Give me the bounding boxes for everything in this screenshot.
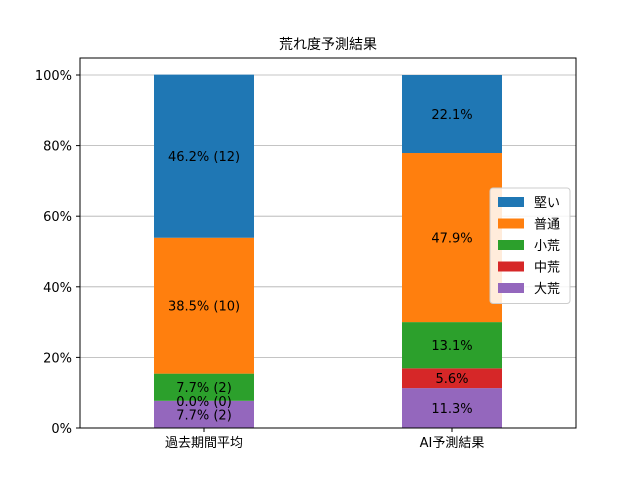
bar-segment xyxy=(402,368,502,389)
legend-swatch xyxy=(498,283,524,293)
bar-segment xyxy=(402,153,502,323)
data-label: 11.3% xyxy=(431,402,472,417)
x-axis: 過去期間平均 AI予測結果 xyxy=(165,428,484,451)
y-tick-label: 100% xyxy=(35,69,72,84)
data-label: 7.7% (2) xyxy=(176,408,232,423)
chart-title: 荒れ度予測結果 xyxy=(279,37,377,53)
bar-segment xyxy=(402,388,502,428)
y-tick-label: 0% xyxy=(51,422,72,437)
x-tick-label: AI予測結果 xyxy=(420,436,485,451)
data-label: 13.1% xyxy=(431,339,472,354)
legend-label: 小荒 xyxy=(534,239,560,254)
legend-label: 大荒 xyxy=(534,282,560,297)
bar-segment xyxy=(154,74,254,238)
data-label: 7.7% (2) xyxy=(176,381,232,396)
segment-labels: 7.7% (2)0.0% (0)7.7% (2) 38.5% (10) 46.2% … xyxy=(168,108,473,423)
y-tick-label: 60% xyxy=(43,210,72,225)
legend-box xyxy=(489,187,571,304)
y-tick-label: 40% xyxy=(43,281,72,296)
data-label: 38.5% (10) xyxy=(168,300,240,315)
bar-segment xyxy=(154,400,254,428)
y-tick-label: 80% xyxy=(43,140,72,155)
legend-label: 普通 xyxy=(534,218,560,233)
legend-label: 中荒 xyxy=(534,261,560,276)
bar-segment xyxy=(154,237,254,374)
data-label: 46.2% (12) xyxy=(168,150,240,165)
legend-swatch xyxy=(498,197,524,207)
bar-segment xyxy=(402,75,502,154)
legend-label: 堅い xyxy=(534,196,560,211)
legend-swatch xyxy=(498,240,524,250)
data-label: 0.0% (0) xyxy=(176,395,232,410)
data-label: 47.9% xyxy=(431,232,472,247)
y-axis: 0% 20% 40% 60% 80% 100% xyxy=(35,69,80,437)
x-tick-label: 過去期間平均 xyxy=(165,436,243,451)
bar-segment xyxy=(402,322,502,369)
data-label: 22.1% xyxy=(431,108,472,123)
data-label: 5.6% xyxy=(435,372,468,387)
legend-swatch xyxy=(498,261,524,272)
bar-segment xyxy=(154,373,254,401)
y-tick-label: 20% xyxy=(43,351,72,366)
axes-frame xyxy=(79,57,577,429)
bars xyxy=(154,74,502,428)
legend-swatch xyxy=(498,218,524,229)
